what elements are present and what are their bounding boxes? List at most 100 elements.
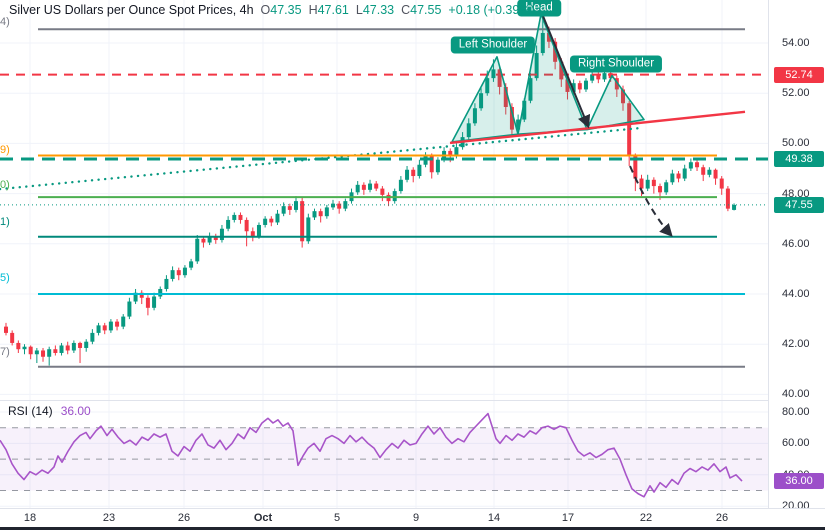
candle — [201, 236, 206, 248]
price-tick-label: 48.00 — [782, 187, 810, 200]
candle — [614, 75, 619, 97]
time-tick-label: Oct — [253, 512, 273, 524]
rsi-line — [0, 412, 743, 498]
candle — [380, 186, 385, 202]
price-tick-label: 40.00 — [782, 388, 810, 401]
price-pane[interactable] — [0, 0, 825, 400]
change-value: +0.18 (+0.39%) — [448, 3, 535, 17]
trend-line-uptrend-dotted[interactable] — [0, 126, 642, 191]
candle — [398, 176, 403, 194]
candle — [429, 153, 434, 179]
pattern-label-right-shoulder[interactable]: Right Shoulder — [569, 55, 663, 73]
time-tick-label: 26 — [715, 512, 729, 524]
time-tick-label: 22 — [639, 512, 653, 524]
candle — [355, 181, 360, 195]
rsi-legend[interactable]: RSI (14) 36.00 — [8, 404, 91, 418]
candle — [213, 233, 218, 244]
candle — [349, 188, 354, 204]
candle — [84, 339, 89, 352]
ohlc-high-value: 47.61 — [317, 3, 349, 17]
candle — [583, 78, 588, 92]
candle — [219, 224, 224, 243]
candle — [108, 319, 113, 333]
ohlc-close-value: 47.55 — [410, 3, 442, 17]
line-label-truncated[interactable]: 1) — [0, 216, 10, 228]
candle — [78, 341, 83, 364]
price-tick-label: 42.00 — [782, 338, 810, 351]
time-tick-label: 23 — [102, 512, 116, 524]
candle — [115, 319, 120, 331]
price-badge: 47.55 — [774, 196, 824, 213]
candle — [528, 73, 533, 104]
candle — [466, 118, 471, 140]
candle — [4, 322, 8, 336]
price-tick-label: 54.00 — [782, 37, 810, 49]
line-label-truncated[interactable]: 7) — [0, 346, 10, 358]
pattern-label-head[interactable]: Head — [517, 0, 561, 17]
ohlc-open-value: 47.35 — [270, 3, 302, 17]
ohlc-low-label: L — [355, 3, 363, 17]
time-tick-label: 17 — [561, 512, 575, 524]
candle — [701, 164, 706, 182]
candle — [670, 169, 675, 185]
window-bottom-edge — [0, 527, 825, 530]
candle — [158, 286, 163, 300]
pane-divider[interactable] — [0, 400, 768, 401]
candle — [207, 232, 212, 246]
candle — [374, 181, 379, 192]
projection-arrow[interactable] — [629, 165, 673, 237]
candle — [65, 341, 70, 355]
price-axis[interactable]: 54.00 52.00 50.00 48.00 46.00 44.00 42.00 40.00… — [768, 0, 825, 512]
line-label-truncated[interactable]: 0) — [0, 179, 10, 191]
candle — [361, 182, 366, 195]
pattern-label-left-shoulder[interactable]: Left Shoulder — [450, 36, 536, 54]
trend-line-neckline[interactable] — [449, 110, 746, 145]
candle — [133, 288, 138, 305]
candle — [719, 176, 724, 195]
candle — [71, 340, 76, 353]
time-tick-label: 14 — [487, 512, 501, 524]
candle — [263, 216, 268, 228]
ohlc-open-label: O — [260, 3, 271, 17]
line-label-truncated[interactable]: 5) — [0, 272, 10, 284]
ohlc-high-label: H — [308, 3, 318, 17]
price-tick-label: 44.00 — [782, 288, 810, 300]
rsi-label: RSI (14) — [8, 404, 53, 418]
candle — [411, 167, 416, 183]
head-and-shoulders-shape[interactable] — [586, 74, 645, 131]
candle — [176, 267, 181, 281]
candle — [695, 159, 700, 172]
breakdown-arrow[interactable] — [542, 15, 591, 129]
candle — [232, 212, 237, 223]
line-label-truncated[interactable]: 4) — [0, 16, 10, 28]
candle — [139, 290, 144, 305]
candle — [293, 196, 298, 213]
candle — [53, 345, 58, 356]
candle — [28, 345, 33, 360]
rsi-badge: 36.00 — [774, 473, 824, 490]
rsi-value: 36.00 — [60, 404, 91, 418]
candle — [713, 168, 718, 185]
price-tick-label: 52.00 — [782, 87, 810, 100]
candle — [645, 174, 650, 192]
line-label-truncated[interactable]: 9) — [0, 144, 10, 156]
chart-legend[interactable]: Silver US Dollars per Ounce Spot Prices,… — [9, 3, 535, 17]
head-and-shoulders-shape[interactable] — [451, 56, 519, 143]
time-axis[interactable]: 18 23 26 Oct 5 9 14 17 22 26 — [0, 508, 825, 529]
candle — [590, 70, 595, 84]
candle — [269, 216, 274, 227]
candle — [195, 235, 200, 264]
candle — [516, 114, 521, 133]
candle — [509, 103, 514, 136]
symbol-title: Silver US Dollars per Ounce Spot Prices,… — [9, 3, 254, 17]
price-badge: 52.74 — [774, 66, 824, 83]
time-tick-label: 9 — [412, 512, 420, 524]
candle — [127, 297, 132, 320]
candle — [182, 265, 187, 278]
candle — [275, 209, 280, 225]
candle — [732, 203, 737, 211]
rsi-pane[interactable] — [0, 400, 825, 508]
rsi-tick-label: 20.00 — [782, 500, 810, 513]
price-tick-label: 46.00 — [782, 237, 810, 250]
